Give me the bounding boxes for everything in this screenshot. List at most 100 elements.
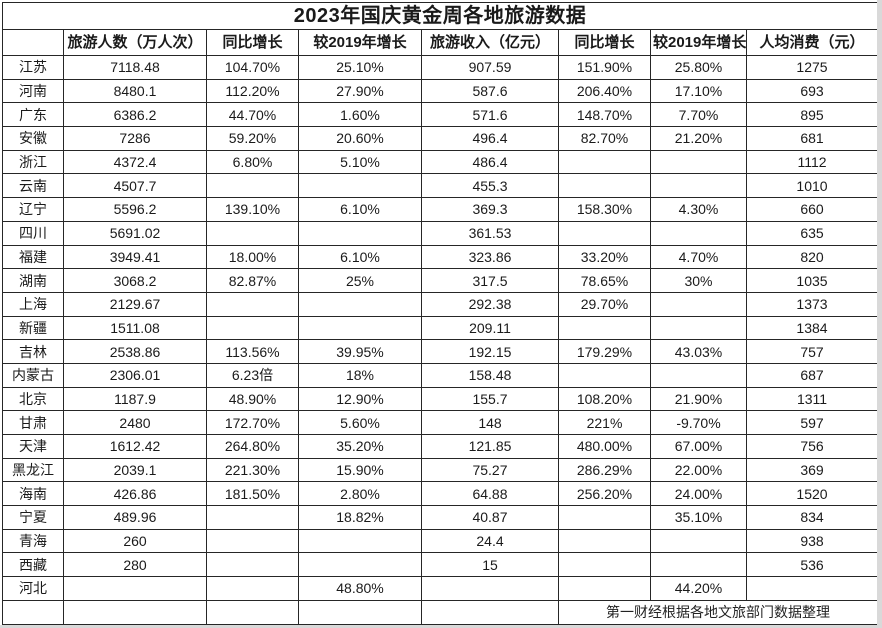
data-cell[interactable]: 25%	[298, 268, 422, 293]
data-cell[interactable]: 486.4	[421, 149, 559, 175]
data-cell[interactable]	[206, 173, 299, 199]
data-cell[interactable]: 571.6	[421, 102, 559, 128]
data-cell[interactable]: 681	[746, 126, 878, 151]
data-cell[interactable]: 48.90%	[206, 386, 299, 412]
data-cell[interactable]: 3949.41	[63, 244, 207, 270]
data-cell[interactable]: 64.88	[421, 481, 559, 507]
data-cell[interactable]	[298, 220, 422, 246]
data-cell[interactable]: 15	[421, 552, 559, 578]
data-cell[interactable]: 5691.02	[63, 220, 207, 246]
data-cell[interactable]: 323.86	[421, 244, 559, 270]
data-cell[interactable]: 5.10%	[298, 149, 422, 175]
data-cell[interactable]: 29.70%	[558, 291, 651, 317]
data-cell[interactable]: 8480.1	[63, 78, 207, 104]
data-cell[interactable]: 369	[746, 457, 878, 483]
region-cell[interactable]: 河南	[2, 78, 64, 104]
data-cell[interactable]	[746, 576, 878, 601]
header-yoy-growth-visitors[interactable]: 同比增长	[206, 29, 299, 56]
data-cell[interactable]	[558, 528, 651, 554]
data-cell[interactable]: 18.82%	[298, 505, 422, 530]
data-cell[interactable]	[650, 291, 747, 317]
data-cell[interactable]: 1275	[746, 55, 878, 80]
data-cell[interactable]: 40.87	[421, 505, 559, 530]
data-cell[interactable]: 426.86	[63, 481, 207, 507]
data-cell[interactable]	[558, 576, 651, 601]
region-cell[interactable]: 安徽	[2, 126, 64, 151]
region-cell[interactable]: 新疆	[2, 315, 64, 341]
data-cell[interactable]: 4372.4	[63, 149, 207, 175]
data-cell[interactable]: 151.90%	[558, 55, 651, 80]
header-per-capita-spend[interactable]: 人均消费（元）	[746, 29, 878, 56]
region-cell[interactable]: 四川	[2, 220, 64, 246]
data-cell[interactable]: 660	[746, 197, 878, 222]
region-cell[interactable]: 福建	[2, 244, 64, 270]
data-cell[interactable]	[558, 149, 651, 175]
header-yoy-growth-revenue[interactable]: 同比增长	[558, 29, 651, 56]
data-cell[interactable]: 938	[746, 528, 878, 554]
data-cell[interactable]	[206, 291, 299, 317]
data-cell[interactable]: 158.48	[421, 362, 559, 388]
data-cell[interactable]: 21.90%	[650, 386, 747, 412]
data-cell[interactable]: 6.10%	[298, 197, 422, 222]
data-cell[interactable]: 2129.67	[63, 291, 207, 317]
data-cell[interactable]: 78.65%	[558, 268, 651, 293]
data-cell[interactable]: 22.00%	[650, 457, 747, 483]
region-cell[interactable]: 浙江	[2, 149, 64, 175]
data-cell[interactable]: 25.10%	[298, 55, 422, 80]
data-cell[interactable]: 496.4	[421, 126, 559, 151]
data-cell[interactable]	[206, 315, 299, 341]
data-cell[interactable]: 455.3	[421, 173, 559, 199]
data-cell[interactable]: 2538.86	[63, 339, 207, 364]
data-cell[interactable]: 82.87%	[206, 268, 299, 293]
table-title[interactable]: 2023年国庆黄金周各地旅游数据	[2, 2, 878, 30]
data-cell[interactable]: 1612.42	[63, 434, 207, 459]
data-cell[interactable]: 48.80%	[298, 576, 422, 601]
data-cell[interactable]	[298, 528, 422, 554]
region-cell[interactable]: 辽宁	[2, 197, 64, 222]
region-cell[interactable]: 云南	[2, 173, 64, 199]
data-cell[interactable]: 260	[63, 528, 207, 554]
data-cell[interactable]	[206, 220, 299, 246]
data-cell[interactable]: 30%	[650, 268, 747, 293]
data-cell[interactable]	[63, 576, 207, 601]
data-cell[interactable]: 1187.9	[63, 386, 207, 412]
data-cell[interactable]	[558, 173, 651, 199]
data-cell[interactable]: 369.3	[421, 197, 559, 222]
data-cell[interactable]: 4507.7	[63, 173, 207, 199]
data-cell[interactable]: 292.38	[421, 291, 559, 317]
data-cell[interactable]: 15.90%	[298, 457, 422, 483]
region-cell[interactable]: 宁夏	[2, 505, 64, 530]
data-cell[interactable]: 35.10%	[650, 505, 747, 530]
region-cell[interactable]: 黑龙江	[2, 457, 64, 483]
empty-cell[interactable]	[421, 599, 559, 625]
data-cell[interactable]: 895	[746, 102, 878, 128]
data-cell[interactable]	[206, 505, 299, 530]
header-visitors[interactable]: 旅游人数（万人次）	[63, 29, 207, 56]
data-cell[interactable]	[558, 552, 651, 578]
data-cell[interactable]: 6.23倍	[206, 362, 299, 388]
data-cell[interactable]: 121.85	[421, 434, 559, 459]
data-cell[interactable]: 317.5	[421, 268, 559, 293]
header-vs2019-growth-revenue[interactable]: 较2019年增长	[650, 29, 747, 56]
data-cell[interactable]: 181.50%	[206, 481, 299, 507]
data-cell[interactable]	[298, 552, 422, 578]
data-cell[interactable]: 24.4	[421, 528, 559, 554]
data-cell[interactable]	[206, 552, 299, 578]
data-cell[interactable]	[650, 528, 747, 554]
data-cell[interactable]	[650, 173, 747, 199]
data-cell[interactable]	[298, 291, 422, 317]
data-cell[interactable]	[650, 220, 747, 246]
data-cell[interactable]: 834	[746, 505, 878, 530]
data-cell[interactable]: 6386.2	[63, 102, 207, 128]
data-cell[interactable]	[650, 552, 747, 578]
data-cell[interactable]	[558, 505, 651, 530]
empty-cell[interactable]	[63, 599, 207, 625]
data-cell[interactable]: 108.20%	[558, 386, 651, 412]
region-cell[interactable]: 天津	[2, 434, 64, 459]
data-cell[interactable]	[206, 576, 299, 601]
data-cell[interactable]	[298, 315, 422, 341]
data-cell[interactable]: 1373	[746, 291, 878, 317]
data-cell[interactable]: 5596.2	[63, 197, 207, 222]
data-cell[interactable]: 820	[746, 244, 878, 270]
data-cell[interactable]: 20.60%	[298, 126, 422, 151]
